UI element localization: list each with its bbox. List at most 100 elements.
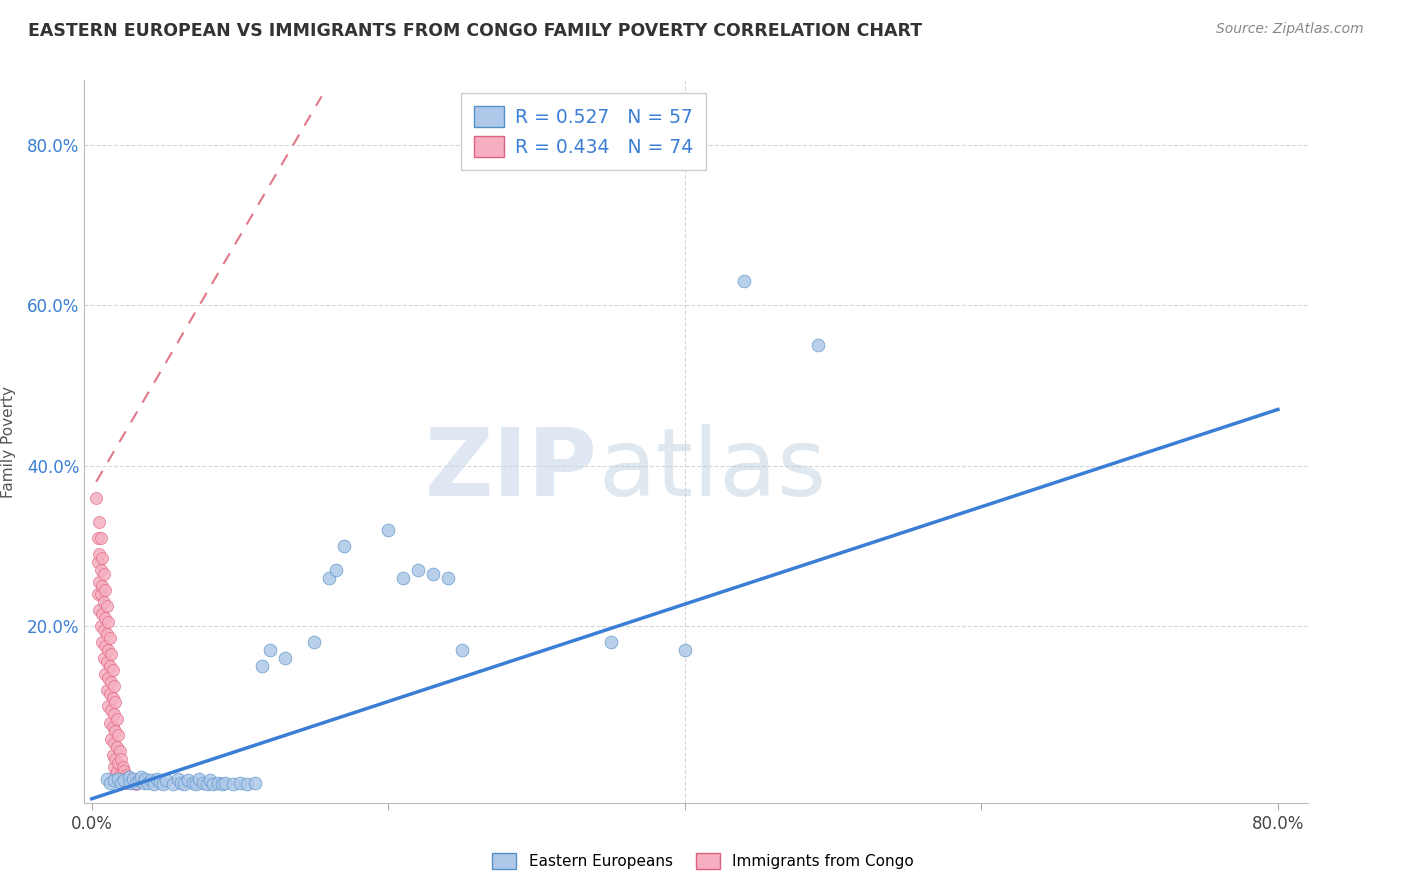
Point xyxy=(86,531,108,545)
Point xyxy=(118,770,141,784)
Point xyxy=(110,776,132,790)
Point xyxy=(108,744,131,758)
Point xyxy=(125,776,148,790)
Point xyxy=(377,523,399,537)
Point xyxy=(97,615,120,630)
Point xyxy=(111,760,134,774)
Point xyxy=(91,551,114,566)
Point xyxy=(120,773,142,788)
Point xyxy=(115,767,138,781)
Point xyxy=(202,777,225,791)
Point xyxy=(149,775,172,789)
Point xyxy=(211,777,233,791)
Point xyxy=(132,776,155,790)
Point xyxy=(98,632,121,646)
Point xyxy=(115,776,138,790)
Point xyxy=(112,775,135,789)
Point xyxy=(84,491,107,505)
Point xyxy=(98,659,121,673)
Point xyxy=(108,767,131,781)
Point xyxy=(214,776,236,790)
Point xyxy=(105,764,128,778)
Point xyxy=(392,571,415,585)
Point xyxy=(112,773,135,788)
Point xyxy=(107,756,129,770)
Point xyxy=(120,776,142,790)
Point xyxy=(143,777,166,791)
Point xyxy=(111,773,134,788)
Point xyxy=(96,772,118,786)
Point xyxy=(136,776,159,790)
Point xyxy=(104,767,127,781)
Point xyxy=(94,583,117,598)
Point xyxy=(86,587,108,601)
Point xyxy=(90,587,112,601)
Point xyxy=(129,770,152,784)
Point xyxy=(91,607,114,621)
Point xyxy=(98,715,121,730)
Point xyxy=(134,772,156,786)
Point xyxy=(325,563,347,577)
Point xyxy=(93,567,115,582)
Point xyxy=(121,775,143,789)
Point xyxy=(302,635,325,649)
Point xyxy=(96,627,118,641)
Point xyxy=(273,651,295,665)
Point xyxy=(105,712,128,726)
Point xyxy=(86,555,108,569)
Point xyxy=(104,696,127,710)
Point xyxy=(101,747,124,762)
Point xyxy=(187,772,209,786)
Point xyxy=(101,664,124,678)
Point xyxy=(117,770,139,784)
Text: ZIP: ZIP xyxy=(425,425,598,516)
Legend: R = 0.527   N = 57, R = 0.434   N = 74: R = 0.527 N = 57, R = 0.434 N = 74 xyxy=(461,94,706,169)
Point xyxy=(152,777,174,791)
Point xyxy=(184,777,207,791)
Point xyxy=(93,623,115,637)
Point xyxy=(91,579,114,593)
Point xyxy=(118,772,141,786)
Point xyxy=(101,691,124,706)
Point xyxy=(98,687,121,701)
Point xyxy=(173,777,195,791)
Point xyxy=(110,751,132,765)
Point xyxy=(90,619,112,633)
Y-axis label: Family Poverty: Family Poverty xyxy=(1,385,15,498)
Point xyxy=(422,567,444,582)
Point xyxy=(94,667,117,681)
Point xyxy=(673,643,696,657)
Point xyxy=(155,773,177,788)
Point xyxy=(125,776,148,790)
Point xyxy=(103,735,125,749)
Point xyxy=(162,777,184,791)
Point xyxy=(100,731,122,746)
Point xyxy=(103,773,125,788)
Point xyxy=(236,777,259,791)
Point xyxy=(100,648,122,662)
Point xyxy=(146,772,169,786)
Point xyxy=(89,603,111,617)
Point xyxy=(90,563,112,577)
Point xyxy=(200,773,222,788)
Point xyxy=(93,595,115,609)
Point xyxy=(97,643,120,657)
Point xyxy=(259,643,281,657)
Point xyxy=(166,772,188,786)
Point xyxy=(105,739,128,754)
Point xyxy=(451,643,474,657)
Point xyxy=(318,571,340,585)
Point xyxy=(252,659,274,673)
Text: Source: ZipAtlas.com: Source: ZipAtlas.com xyxy=(1216,22,1364,37)
Point xyxy=(93,651,115,665)
Point xyxy=(89,515,111,529)
Point xyxy=(107,772,129,786)
Point xyxy=(181,776,204,790)
Point xyxy=(221,777,243,791)
Point xyxy=(406,563,429,577)
Point xyxy=(97,671,120,685)
Point xyxy=(207,776,229,790)
Point xyxy=(107,772,129,786)
Point xyxy=(103,680,125,694)
Point xyxy=(89,547,111,561)
